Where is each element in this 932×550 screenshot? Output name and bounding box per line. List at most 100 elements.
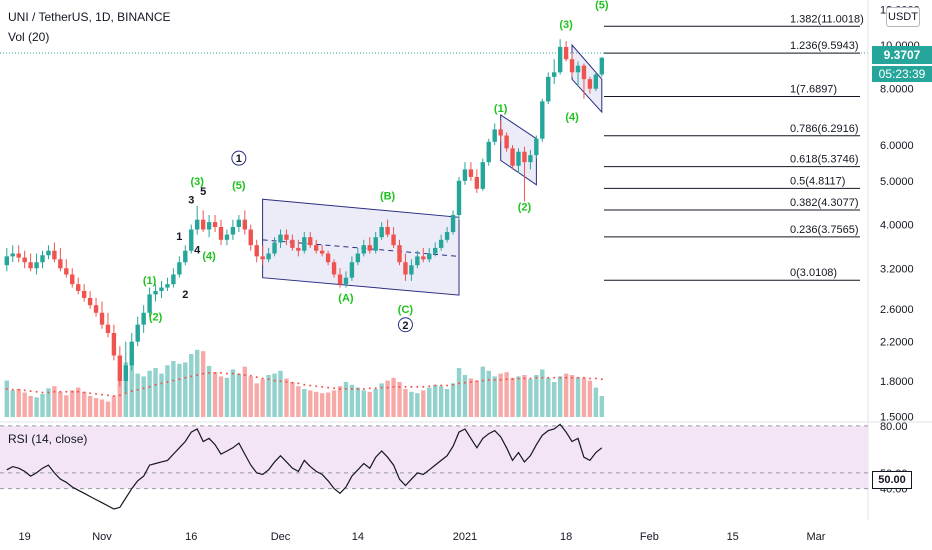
volume-bar [534,375,539,417]
candles [4,39,604,393]
volume-bar [177,363,182,417]
volume-ma-dot [547,376,550,379]
volume-label: Vol (20) [8,30,50,44]
candle-body [10,253,15,257]
candle-body [325,253,331,263]
volume-ma-dot [344,388,347,390]
wave-label: (5) [232,180,246,192]
volume-bar [409,391,414,417]
candle-body [319,250,325,254]
volume-bar [16,389,21,417]
fib-label: 0.786(6.2916) [790,123,859,135]
wave-label: (2) [149,312,163,324]
fib-label: 0.618(5.3746) [790,154,859,166]
volume-ma-dot [154,383,157,386]
wave-label: 2 [182,289,188,301]
candle-body [409,265,414,275]
volume-ma-dot [333,387,336,390]
volume-bar [557,376,563,417]
fibonacci-levels: 0(3.0108) 0.236(3.7565) 0.382(4.3077) 0.5(4… [604,13,864,281]
volume-bar [569,375,575,417]
volume-ma-dot [410,385,413,388]
volume-bar [510,377,515,417]
volume-ma-dot [112,395,115,397]
candle-body [4,256,9,266]
symbol-title[interactable]: UNI / TetherUS, 1D, BINANCE [8,10,171,24]
volume-bar [10,390,15,417]
wave-label: (1) [494,103,508,115]
volume-bar [415,393,420,417]
volume-bar [385,380,390,417]
volume-bar [450,383,456,417]
time-tick: Feb [640,531,659,543]
volume-bar [361,390,366,417]
candle-body [367,245,372,251]
volume-ma-dot [35,390,38,393]
rsi-tick: 80.00 [880,421,908,433]
wave-label: 1 [236,153,242,165]
volume-ma-dot [237,373,240,376]
volume-bar [165,365,170,417]
candle-body [129,341,134,366]
volume-ma-dot [273,379,276,382]
volume-bar [516,376,521,417]
wave-label: 2 [402,320,408,332]
candle-body [540,101,545,139]
volume-ma-dot [285,381,288,383]
volume-bar [266,375,271,417]
wave-label: 3 [188,195,194,207]
volume-ma-dot [124,392,127,395]
fib-label: 0(3.0108) [790,267,837,279]
candle-body [528,155,533,163]
volume-ma-dot [541,376,544,379]
wave-circle [397,317,413,333]
candle-body [70,274,75,285]
volume-ma-dot [160,382,163,385]
volume-ma-dot [428,385,431,388]
volume-bar [99,399,105,417]
currency-badge[interactable]: USDT [886,7,920,27]
volume-bar [528,379,533,417]
candle-body [22,257,27,263]
volume-ma-dot [505,378,508,381]
volume-bar [480,366,485,417]
volume-ma-dot [225,372,228,375]
candle-body [87,297,93,306]
volume-ma-dot [279,380,282,383]
candle-body [391,234,396,246]
volume-bar [87,396,93,417]
volume-ma-dot [178,378,181,381]
volume-bar [522,375,527,417]
price-tick: 4.0000 [880,220,914,232]
volume-bar [147,370,152,417]
candle-body [516,151,521,166]
volume-bar [141,376,146,417]
candle-body [492,129,497,142]
volume-ma-dot [130,390,133,393]
volume-ma-dot [77,390,80,393]
candle-body [361,245,366,254]
candle-body [177,262,182,275]
volume-ma-dot [392,385,395,388]
volume-ma-dot [582,376,585,379]
volume-ma-dot [511,378,514,381]
time-tick: 15 [727,531,739,543]
candle-body [248,229,253,246]
volume-bar [302,389,307,417]
volume-ma-dot [600,378,603,381]
volume-bar [462,375,468,417]
volume-ma-dot [458,382,460,385]
volume-ma-dot [350,388,353,390]
volume-ma-dot [184,376,187,379]
volume-bar [284,378,289,417]
wave-label: (2) [518,201,532,213]
candle-body [563,46,569,60]
volume-ma-dot [380,386,383,389]
volume-bar [391,377,396,417]
candle-body [278,234,283,243]
candle-body [153,290,158,295]
candle-body [462,169,468,181]
volume-ma-dot [53,390,56,393]
wave-label: (4) [565,112,579,124]
